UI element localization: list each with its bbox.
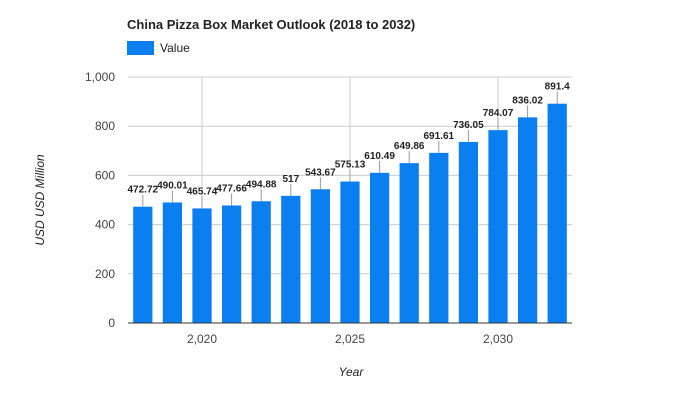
- bar-2019: [162, 202, 183, 323]
- x-tick-label: 2,020: [187, 332, 217, 346]
- data-label-2028: 691.61: [424, 131, 455, 142]
- data-label-2030: 784.07: [483, 108, 514, 119]
- bar-2032: [547, 103, 567, 323]
- y-tick-label: 200: [95, 267, 115, 281]
- data-label-2025: 575.13: [335, 160, 366, 171]
- bar-series-value: [133, 103, 567, 323]
- bar-2027: [399, 163, 419, 323]
- data-label-2021: 477.66: [216, 183, 247, 194]
- bar-2028: [429, 152, 449, 323]
- y-axis-ticks: 0 200 400 600 800 1,000: [85, 70, 115, 330]
- x-axis-title: Year: [339, 365, 365, 379]
- bar-2026: [369, 172, 390, 323]
- bar-2023: [281, 195, 301, 323]
- bar-2022: [251, 201, 271, 323]
- data-label-2019: 490.01: [157, 180, 188, 191]
- bar-2024: [310, 189, 331, 323]
- data-label-2032: 891.4: [545, 82, 570, 93]
- y-tick-label: 0: [108, 316, 115, 330]
- bar-2025: [340, 181, 360, 323]
- bar-2018: [133, 206, 153, 323]
- bar-2029: [458, 141, 479, 323]
- legend: Value: [127, 41, 190, 55]
- data-label-2020: 465.74: [187, 186, 218, 197]
- data-label-2031: 836.02: [512, 95, 543, 106]
- chart-title: China Pizza Box Market Outlook (2018 to …: [127, 17, 415, 32]
- data-label-2022: 494.88: [246, 179, 277, 190]
- data-label-2026: 610.49: [364, 151, 395, 162]
- y-tick-label: 800: [95, 119, 115, 133]
- data-label-2024: 543.67: [305, 167, 336, 178]
- y-tick-label: 1,000: [85, 70, 115, 84]
- bar-2021: [221, 205, 242, 323]
- data-label-2023: 517: [282, 174, 299, 185]
- x-tick-label: 2,025: [335, 332, 365, 346]
- data-label-2018: 472.72: [128, 185, 159, 196]
- data-label-2029: 736.05: [453, 120, 484, 131]
- y-axis-title: USD USD Million: [33, 154, 47, 246]
- legend-label-value: Value: [160, 41, 190, 55]
- x-axis-ticks: 2,020 2,025 2,030: [187, 332, 513, 346]
- data-label-2027: 649.86: [394, 141, 425, 152]
- bar-2020: [192, 208, 212, 323]
- bar-2030: [488, 130, 508, 323]
- y-tick-label: 600: [95, 168, 115, 182]
- legend-swatch-value: [127, 41, 154, 55]
- bar-2031: [517, 117, 538, 323]
- x-tick-label: 2,030: [483, 332, 513, 346]
- y-tick-label: 400: [95, 218, 115, 232]
